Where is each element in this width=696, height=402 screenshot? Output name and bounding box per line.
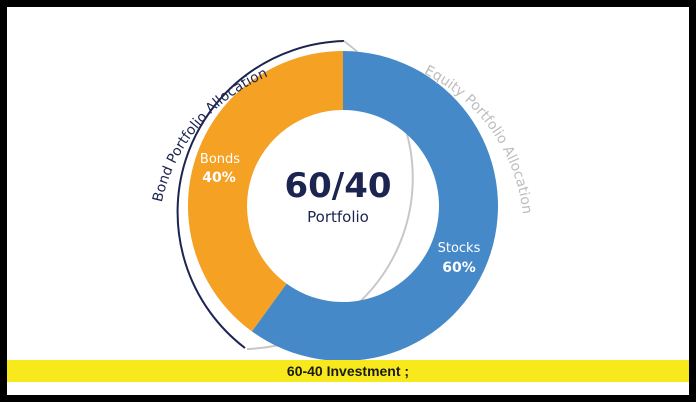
slice-value-bonds: 40%: [202, 170, 236, 186]
donut-chart: 60/40 Portfolio Bonds 40% Stocks 60% Bon…: [150, 40, 535, 361]
slice-stocks: [251, 51, 498, 361]
center-title: 60/40: [284, 166, 391, 206]
caption-text: 60-40 Investment ;: [286, 363, 410, 379]
screenshot-frame: 60/40 Portfolio Bonds 40% Stocks 60% Bon…: [7, 7, 689, 395]
slice-label-stocks: Stocks: [438, 241, 481, 256]
slice-value-stocks: 60%: [442, 260, 476, 276]
slice-label-bonds: Bonds: [200, 152, 240, 167]
slice-bonds: [188, 51, 343, 332]
caption-bar: 60-40 Investment ;: [7, 360, 689, 382]
bond-allocation-arc: [176, 40, 345, 349]
center-subtitle: Portfolio: [307, 208, 369, 226]
